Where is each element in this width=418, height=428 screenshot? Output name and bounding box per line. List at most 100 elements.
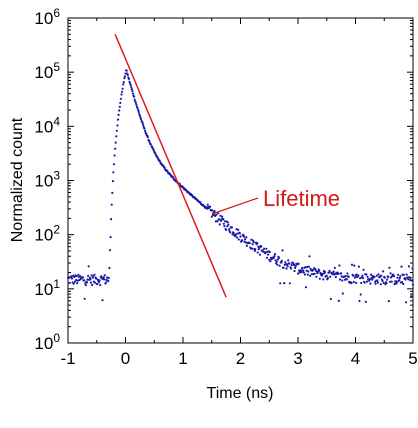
data-point: [286, 263, 289, 266]
data-point: [297, 262, 300, 265]
y-tick-label: 106: [34, 6, 60, 28]
data-point: [103, 278, 106, 281]
data-point: [387, 276, 390, 279]
lifetime-fit-line: [114, 34, 227, 298]
data-point: [329, 297, 332, 301]
data-point: [279, 282, 282, 285]
data-point: [256, 251, 259, 254]
data-points: [66, 69, 415, 304]
data-point: [345, 278, 348, 281]
data-point: [264, 251, 267, 254]
data-point: [302, 271, 305, 274]
data-point: [268, 258, 271, 261]
data-point: [89, 281, 93, 284]
data-point: [410, 279, 413, 282]
data-point: [334, 275, 337, 279]
data-point: [280, 261, 283, 264]
data-point: [108, 249, 112, 252]
y-tick-labels: 100 101 102 103 104 105 106: [34, 6, 60, 353]
data-point: [353, 276, 356, 279]
data-point: [76, 279, 79, 282]
data-point: [316, 272, 319, 275]
data-point: [139, 117, 143, 121]
data-point: [114, 147, 117, 150]
data-point: [251, 243, 254, 246]
data-point: [389, 272, 392, 275]
data-point: [115, 129, 118, 132]
x-tick-label: 4: [351, 349, 360, 368]
data-point: [130, 86, 133, 89]
data-point: [365, 280, 369, 283]
data-point: [134, 101, 137, 104]
data-point: [250, 238, 253, 241]
data-point: [129, 82, 132, 85]
data-point: [101, 299, 104, 302]
data-point: [385, 282, 388, 285]
data-point: [86, 278, 89, 281]
data-point: [283, 282, 286, 285]
data-point: [401, 281, 404, 284]
data-point: [90, 274, 93, 277]
data-point: [371, 278, 374, 281]
data-point: [218, 223, 221, 226]
data-point: [221, 215, 224, 218]
data-point: [83, 297, 86, 300]
data-point: [377, 273, 380, 276]
data-point: [304, 266, 307, 269]
data-point: [360, 281, 363, 285]
data-point: [99, 283, 102, 287]
data-point: [154, 152, 157, 155]
data-point: [108, 266, 111, 270]
data-point: [308, 255, 311, 258]
data-point: [242, 233, 245, 236]
data-point: [350, 282, 353, 285]
data-point: [218, 218, 221, 221]
data-point: [206, 207, 209, 210]
data-point: [75, 279, 78, 282]
data-point: [268, 250, 271, 254]
data-point: [226, 225, 229, 228]
data-point: [129, 84, 132, 87]
data-point: [245, 244, 248, 247]
data-point: [273, 252, 277, 256]
data-point: [293, 269, 296, 273]
data-point: [267, 253, 270, 256]
data-point: [402, 273, 405, 276]
data-point: [143, 127, 146, 130]
data-point: [263, 247, 266, 250]
data-point: [206, 203, 209, 206]
data-point: [248, 242, 251, 245]
data-point: [411, 283, 415, 286]
data-point: [133, 98, 136, 101]
data-point: [116, 124, 119, 127]
data-point: [280, 259, 283, 262]
data-point: [136, 107, 139, 110]
data-point: [374, 282, 377, 285]
data-point: [124, 72, 127, 75]
data-point: [311, 268, 314, 272]
data-point: [398, 277, 401, 280]
data-point: [288, 282, 291, 285]
data-point: [238, 232, 241, 235]
data-point: [290, 263, 293, 267]
data-point: [402, 282, 405, 286]
data-point: [163, 166, 166, 169]
data-point: [368, 279, 371, 282]
data-point: [366, 275, 369, 278]
data-point: [306, 273, 309, 276]
data-point: [100, 275, 103, 278]
data-point: [304, 286, 308, 289]
y-tick-label: 103: [34, 169, 60, 191]
data-point: [234, 235, 237, 238]
data-point: [230, 226, 233, 229]
data-point: [382, 281, 385, 285]
data-point: [299, 269, 302, 272]
data-point: [111, 191, 114, 194]
data-point: [107, 276, 110, 279]
data-point: [333, 266, 336, 269]
data-point: [350, 263, 354, 266]
data-point: [357, 274, 360, 277]
data-point: [357, 265, 360, 268]
data-point: [109, 236, 112, 239]
data-point: [337, 272, 340, 275]
